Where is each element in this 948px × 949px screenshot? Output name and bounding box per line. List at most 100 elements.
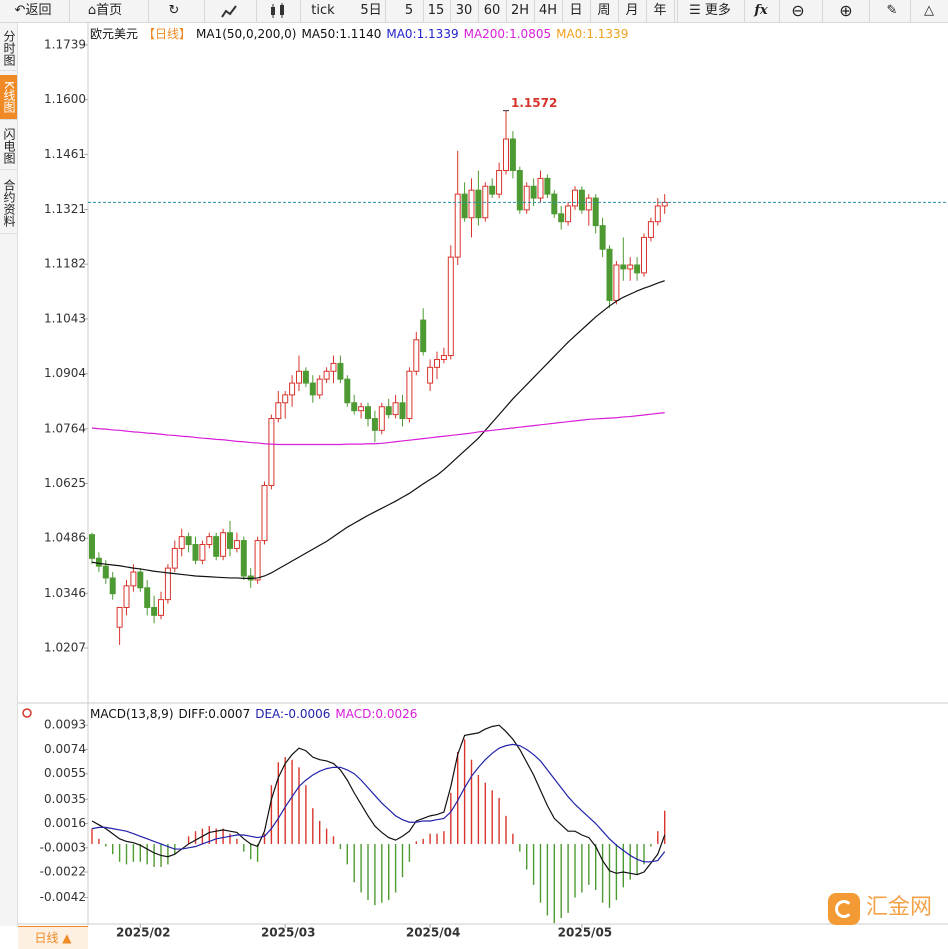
candle-body [309, 382, 316, 396]
candle-body [365, 406, 371, 420]
candle-body [503, 138, 509, 172]
candle-body [647, 221, 654, 238]
macd-header: MACD(13,8,9) DIFF:0.0007 DEA:-0.0006 MACD:0… [90, 707, 422, 721]
candle-body [358, 406, 365, 412]
candle-body [227, 532, 233, 549]
period-button[interactable]: 4H [538, 3, 558, 18]
fx-button[interactable]: fx [754, 3, 768, 18]
candle-body [440, 355, 447, 360]
bottom-tab[interactable]: 日线 ▲ [18, 926, 88, 949]
refresh-button[interactable]: ↻ [168, 3, 180, 18]
indicator-line [91, 743, 666, 863]
zoom-in-button[interactable]: ⊕ [839, 1, 853, 20]
candle-body [316, 378, 323, 396]
separator [506, 0, 507, 22]
separator [478, 0, 479, 22]
legend-text: MA50:1.1140 [301, 27, 382, 41]
candle-body [634, 264, 641, 274]
period-button[interactable]: 15 [427, 3, 445, 18]
candle-body [282, 394, 289, 404]
candle-body [537, 177, 544, 199]
candle-body [164, 567, 171, 601]
candle-body [302, 370, 309, 384]
more-label: 更多 [704, 3, 731, 18]
period-button[interactable]: 5 [404, 3, 414, 18]
sidebar-tab[interactable]: 闪电图 [0, 123, 17, 170]
header-text: 【日线】 [143, 27, 192, 41]
candle-body [399, 402, 406, 420]
candle-body [427, 366, 434, 384]
toolbar: ↶返回 ⌂首页 ↻ tick 5日 5 15 30 60 2H 4H 日周月年 ☰ 更多 fx… [0, 0, 948, 23]
candle-body [578, 189, 585, 211]
sidebar-tab[interactable]: 合约资料 [0, 173, 17, 234]
period-button[interactable]: 月 [625, 3, 639, 18]
y-tick-label: 1.0207 [44, 641, 86, 655]
indicator-line [91, 412, 665, 446]
sidebar-tab[interactable]: 分时图 [0, 26, 17, 71]
period-button[interactable]: 5日 [360, 3, 382, 18]
candle-body [627, 264, 634, 270]
candle-body [254, 540, 261, 581]
candle-body [572, 189, 578, 207]
more-button[interactable]: ☰ 更多 [689, 3, 731, 18]
candle-body [116, 606, 123, 628]
candle-body [109, 577, 116, 595]
legend-text: MA0:1.1339 [386, 27, 459, 41]
candle-body [102, 565, 109, 579]
zoom-out-button[interactable]: ⊖ [791, 1, 805, 20]
candle-body [613, 264, 620, 301]
y-tick-label: 1.0625 [44, 476, 86, 490]
candle-body [434, 358, 440, 368]
period-button[interactable]: 年 [653, 3, 667, 18]
candle-body [185, 536, 192, 545]
candle-body [233, 540, 240, 549]
period-button[interactable]: 日 [569, 3, 583, 18]
candle-body [620, 264, 627, 270]
period-button[interactable]: 30 [455, 3, 473, 18]
candle-body [475, 189, 482, 219]
tick-button[interactable]: tick [311, 3, 335, 18]
legend-text: MA200:1.0805 [463, 27, 552, 41]
candle-body [123, 585, 130, 608]
period-button[interactable]: 周 [597, 3, 611, 18]
draw-button[interactable]: ✎ [886, 3, 898, 18]
separator [674, 0, 675, 22]
separator [562, 0, 563, 22]
separator [534, 0, 535, 22]
candle-button[interactable] [264, 0, 292, 22]
legend-text: MACD:0.0026 [335, 707, 418, 721]
candle-body [661, 201, 668, 207]
y-tick-label: 1.1739 [44, 37, 86, 51]
header-text: 欧元美元 [90, 27, 139, 41]
candle-body [151, 606, 158, 616]
candle-body [95, 557, 102, 567]
candle-body [275, 402, 282, 420]
candle-body [323, 370, 330, 380]
candle-body [489, 185, 496, 195]
y-tick-label: 0.0035 [44, 792, 86, 806]
separator [646, 0, 647, 22]
period-button[interactable]: 60 [483, 3, 501, 18]
x-tick-label: 2025/05 [558, 926, 612, 940]
candle-body [378, 406, 385, 431]
y-tick-label: 1.1461 [44, 147, 86, 161]
home-button[interactable]: ⌂首页 [87, 3, 123, 18]
candle-body [585, 197, 592, 211]
candle-body [558, 213, 565, 223]
candle-body [544, 177, 551, 195]
header-text: MA1(50,0,200,0) [196, 27, 297, 41]
legend-text: MA0:1.1339 [556, 27, 629, 41]
y-tick-label: 1.1321 [44, 202, 86, 216]
x-tick-label: 2025/04 [406, 926, 460, 940]
candle-body [178, 536, 185, 549]
period-button[interactable]: 2H [510, 3, 530, 18]
collapse-button[interactable]: △ [924, 3, 934, 18]
y-tick-label: 1.1600 [44, 92, 86, 106]
back-button[interactable]: ↶返回 [14, 3, 52, 18]
candle-body [461, 193, 468, 219]
candle-body [261, 484, 268, 542]
sidebar-tab[interactable]: K线图 [0, 75, 17, 120]
annotation: 1.1572 [511, 96, 557, 110]
chart-type-button[interactable] [216, 0, 244, 22]
